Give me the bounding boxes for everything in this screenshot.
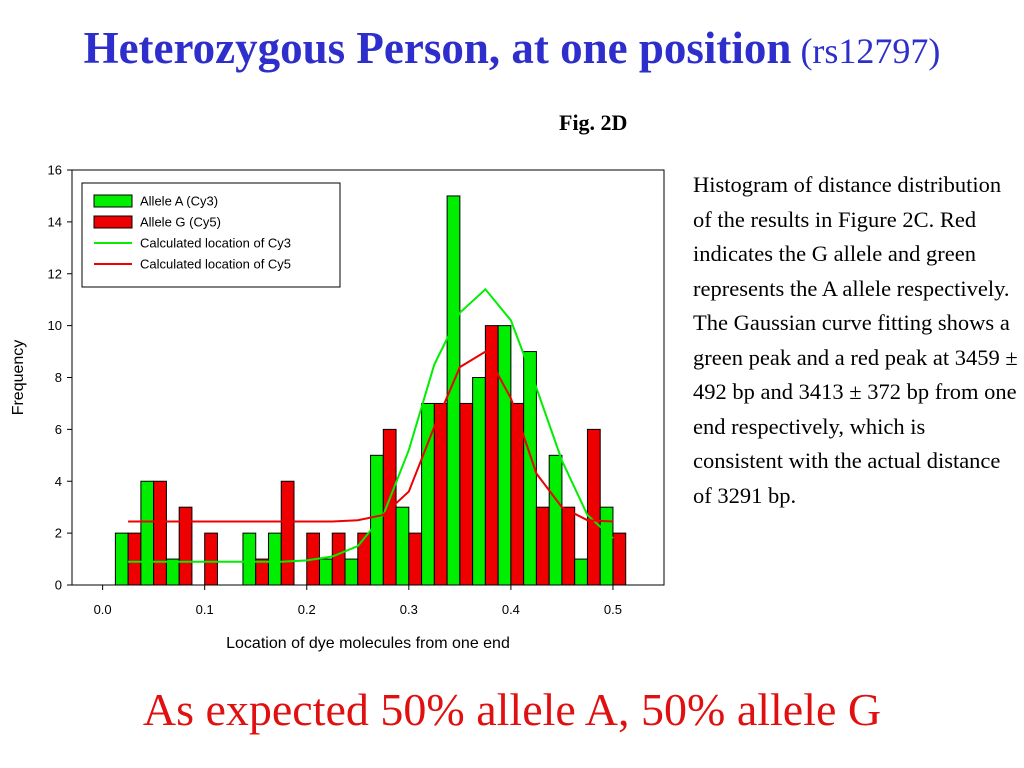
y-tick-label: 8 — [55, 370, 62, 385]
slide-title: Heterozygous Person, at one position (rs… — [0, 22, 1024, 74]
bar-allele-g — [153, 480, 167, 586]
bar-allele-g — [204, 532, 218, 586]
bar-allele-g — [178, 506, 193, 586]
bar-allele-g — [280, 480, 295, 586]
bar-allele-g — [433, 402, 448, 586]
bar-allele-a — [319, 558, 333, 586]
bar-allele-a — [472, 377, 486, 586]
y-tick-label: 0 — [55, 578, 62, 593]
figure-label: Fig. 2D — [559, 110, 628, 135]
x-tick-label: 0.5 — [604, 602, 622, 617]
bar-allele-g — [535, 506, 550, 586]
x-tick-label: 0.2 — [298, 602, 316, 617]
bar-allele-g — [331, 532, 346, 586]
bar-allele-g — [408, 532, 423, 586]
lines-group — [128, 287, 614, 563]
bar-allele-a — [548, 454, 563, 586]
bar-allele-g — [357, 532, 372, 586]
bar-allele-a — [242, 532, 257, 586]
bar-allele-g — [561, 506, 576, 586]
bars-group — [114, 195, 627, 586]
bar-allele-g — [127, 532, 142, 586]
y-tick-label: 2 — [55, 526, 62, 541]
bar-allele-a — [599, 506, 614, 586]
x-axis-label: Location of dye molecules from one end — [226, 635, 510, 652]
line-cy5 — [128, 350, 614, 523]
legend-swatch — [93, 215, 133, 229]
bar-allele-g — [612, 532, 627, 586]
bar-allele-a — [497, 325, 512, 586]
legend-label: Allele G (Cy5) — [140, 215, 221, 230]
y-axis-label: Frequency — [10, 340, 27, 416]
legend-label: Allele A (Cy3) — [140, 194, 218, 209]
x-tick-label: 0.1 — [196, 602, 214, 617]
line-cy3 — [128, 287, 614, 563]
bar-allele-a — [344, 558, 359, 586]
bottom-conclusion: As expected 50% allele A, 50% allele G — [142, 684, 882, 735]
caption-text: Histogram of distance distribution of th… — [693, 168, 1018, 513]
bar-allele-g — [255, 558, 269, 586]
x-tick-label: 0.3 — [400, 602, 418, 617]
bar-allele-g — [459, 402, 474, 586]
title-sub: (rs12797) — [791, 31, 941, 71]
x-tick-label: 0.0 — [94, 602, 112, 617]
bar-allele-g — [586, 428, 601, 586]
y-tick-label: 10 — [48, 318, 62, 333]
legend-swatch — [93, 194, 133, 208]
bar-allele-a — [140, 480, 155, 586]
histogram-chart: 0 2 4 6 8 10 12 14 16 0.0 0.1 0.2 0.3 0.4 0.5 Locatio… — [10, 163, 665, 652]
y-tick-label: 14 — [48, 214, 62, 229]
legend-label: Calculated location of Cy3 — [140, 236, 291, 251]
legend: Allele A (Cy3) Allele G (Cy5) Calculated l… — [81, 182, 341, 288]
bar-allele-a — [395, 506, 410, 586]
y-axis: 0 2 4 6 8 10 12 14 16 — [48, 163, 72, 593]
y-tick-label: 6 — [55, 422, 62, 437]
bar-allele-g — [382, 428, 397, 586]
bar-allele-a — [574, 558, 588, 586]
y-tick-label: 16 — [48, 163, 62, 178]
y-tick-label: 4 — [55, 474, 62, 489]
legend-label: Calculated location of Cy5 — [140, 257, 291, 272]
bar-allele-a — [165, 558, 180, 586]
caption-paragraph: Histogram of distance distribution of th… — [693, 172, 1018, 508]
bar-allele-a — [267, 532, 282, 586]
title-main: Heterozygous Person, at one position — [83, 23, 792, 73]
x-tick-label: 0.4 — [502, 602, 520, 617]
bar-allele-a — [114, 532, 129, 586]
bar-allele-a — [370, 454, 384, 586]
x-axis: 0.0 0.1 0.2 0.3 0.4 0.5 — [94, 585, 622, 617]
y-tick-label: 12 — [48, 266, 62, 281]
